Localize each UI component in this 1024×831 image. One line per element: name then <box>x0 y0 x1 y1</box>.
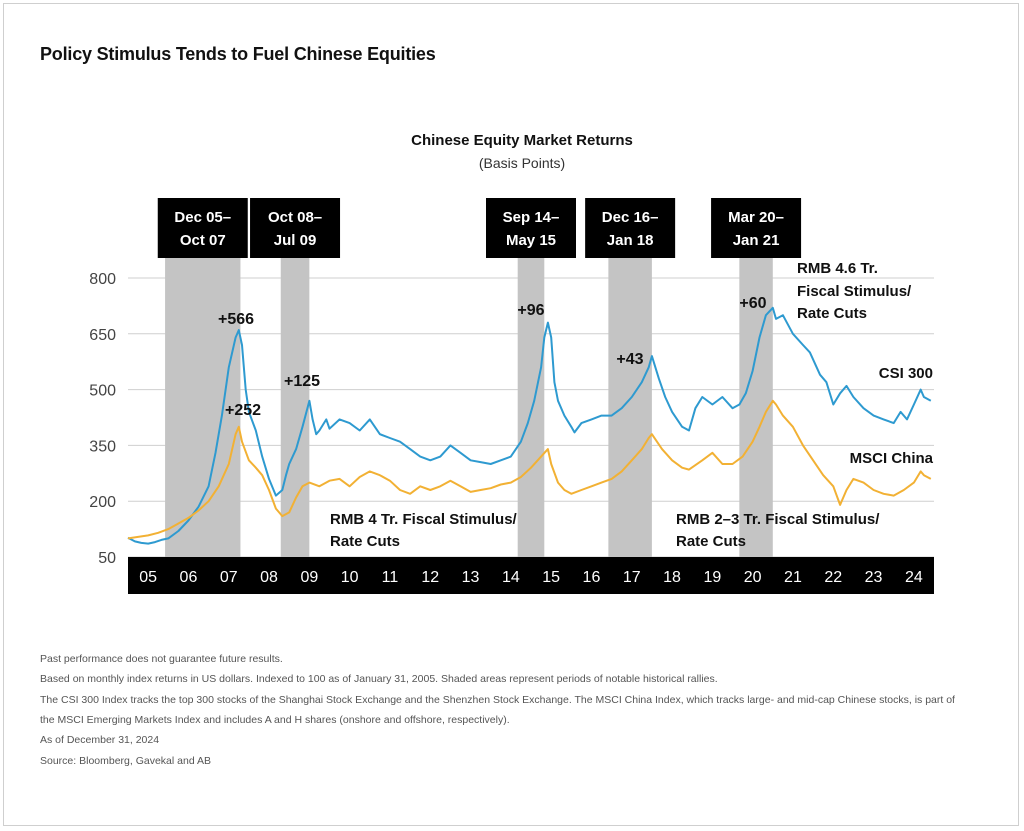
annotation-rmb23-line2: Rate Cuts <box>676 533 746 550</box>
x-tick-label: 22 <box>824 569 842 586</box>
x-tick-label: 19 <box>703 569 721 586</box>
annotation-rmb46-line3: Rate Cuts <box>797 305 867 322</box>
shaded-period <box>608 258 652 557</box>
period-label-end: Jul 09 <box>274 232 317 249</box>
period-label-box <box>585 198 676 258</box>
period-label-box <box>711 198 802 258</box>
rally-gain-2008: +125 <box>284 373 320 390</box>
footnote-indices: The CSI 300 Index tracks the top 300 sto… <box>40 694 955 706</box>
period-label-box <box>157 198 248 258</box>
y-tick-label: 500 <box>89 383 116 400</box>
annotation-rmb46-line2: Fiscal Stimulus/ <box>797 283 912 300</box>
x-tick-label: 20 <box>744 569 762 586</box>
x-tick-label: 12 <box>421 569 439 586</box>
annotation-rmb4-line1: RMB 4 Tr. Fiscal Stimulus/ <box>330 511 518 528</box>
page-title: Policy Stimulus Tends to Fuel Chinese Eq… <box>40 44 436 64</box>
x-tick-label: 05 <box>139 569 157 586</box>
period-label-end: Jan 18 <box>607 232 654 249</box>
x-tick-label: 13 <box>462 569 480 586</box>
chart-title: Chinese Equity Market Returns <box>411 132 633 149</box>
period-label-box <box>486 198 576 258</box>
footnote-source: Source: Bloomberg, Gavekal and AB <box>40 755 212 767</box>
period-label-start: Dec 05– <box>174 209 231 226</box>
period-label-end: Oct 07 <box>180 232 226 249</box>
annotation-rmb23-line1: RMB 2–3 Tr. Fiscal Stimulus/ <box>676 511 880 528</box>
x-tick-label: 06 <box>180 569 198 586</box>
period-label-start: Sep 14– <box>503 209 560 226</box>
x-tick-label: 23 <box>865 569 883 586</box>
x-tick-label: 24 <box>905 569 923 586</box>
x-tick-label: 07 <box>220 569 238 586</box>
x-tick-label: 16 <box>583 569 601 586</box>
shaded-period <box>739 258 773 557</box>
rally-gain-msci-2005: +252 <box>225 402 261 419</box>
x-tick-label: 09 <box>300 569 318 586</box>
chart: Chinese Equity Market Returns (Basis Poin… <box>89 132 934 594</box>
rally-gain-2016: +43 <box>616 351 643 368</box>
chart-subtitle: (Basis Points) <box>479 155 565 171</box>
x-tick-label: 17 <box>623 569 641 586</box>
shaded-period <box>280 258 310 557</box>
rally-gain-2014: +96 <box>517 302 544 319</box>
x-tick-label: 18 <box>663 569 681 586</box>
period-label-end: May 15 <box>506 232 556 249</box>
series-label-csi300: CSI 300 <box>879 365 933 382</box>
period-label-box <box>250 198 341 258</box>
footnote-indices-cont: the MSCI Emerging Markets Index and incl… <box>40 714 510 726</box>
annotation-rmb4-line2: Rate Cuts <box>330 533 400 550</box>
series-label-msci-china: MSCI China <box>850 450 934 467</box>
y-tick-label: 50 <box>98 550 116 567</box>
x-tick-label: 21 <box>784 569 802 586</box>
period-label-start: Dec 16– <box>602 209 659 226</box>
rally-gain-csi-2005: +566 <box>218 311 254 328</box>
x-tick-label: 15 <box>542 569 560 586</box>
footnote-disclaimer: Past performance does not guarantee futu… <box>40 653 283 665</box>
annotation-rmb46-line1: RMB 4.6 Tr. <box>797 260 878 277</box>
x-tick-label: 10 <box>341 569 359 586</box>
y-tick-label: 800 <box>89 271 116 288</box>
y-tick-label: 350 <box>89 438 116 455</box>
period-label-end: Jan 21 <box>733 232 780 249</box>
y-tick-label: 650 <box>89 327 116 344</box>
x-axis-band <box>128 557 934 594</box>
footnote-method: Based on monthly index returns in US dol… <box>40 673 718 685</box>
x-tick-label: 14 <box>502 569 520 586</box>
y-tick-label: 200 <box>89 494 116 511</box>
footnote-date: As of December 31, 2024 <box>40 734 160 746</box>
shaded-period <box>517 258 545 557</box>
series-line-csi300 <box>127 306 932 545</box>
period-label-start: Mar 20– <box>728 209 784 226</box>
period-label-start: Oct 08– <box>268 209 322 226</box>
series-line-msci-china <box>127 399 932 540</box>
rally-gain-2020: +60 <box>739 295 766 312</box>
x-tick-label: 08 <box>260 569 278 586</box>
x-tick-label: 11 <box>382 569 399 586</box>
